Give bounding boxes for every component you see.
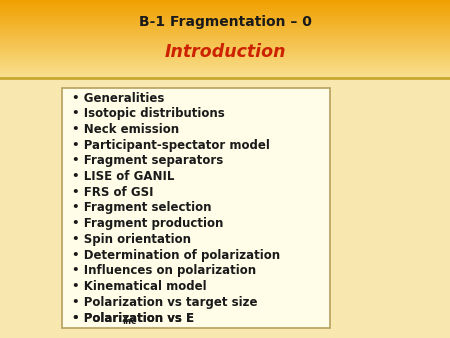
Text: • Fragment selection: • Fragment selection [72, 201, 211, 215]
Text: • Kinematical model: • Kinematical model [72, 280, 207, 293]
Text: • Fragment production: • Fragment production [72, 217, 223, 230]
Text: inc: inc [122, 317, 136, 326]
Text: B-1 Fragmentation – 0: B-1 Fragmentation – 0 [139, 15, 311, 29]
Text: Introduction: Introduction [164, 43, 286, 61]
Text: • Polarization vs E: • Polarization vs E [72, 312, 194, 324]
Text: • Generalities: • Generalities [72, 92, 164, 104]
Text: • Influences on polarization: • Influences on polarization [72, 264, 256, 277]
Text: • Neck emission: • Neck emission [72, 123, 179, 136]
Text: • FRS of GSI: • FRS of GSI [72, 186, 153, 199]
FancyBboxPatch shape [62, 88, 330, 328]
Text: • Polarization vs target size: • Polarization vs target size [72, 296, 257, 309]
Text: • Fragment separators: • Fragment separators [72, 154, 223, 167]
Text: • Participant-spectator model: • Participant-spectator model [72, 139, 270, 152]
Text: • Spin orientation: • Spin orientation [72, 233, 191, 246]
Text: • Isotopic distributions: • Isotopic distributions [72, 107, 225, 120]
Text: • Polarization vs E: • Polarization vs E [72, 312, 194, 324]
Text: • Determination of polarization: • Determination of polarization [72, 249, 280, 262]
Text: • LISE of GANIL: • LISE of GANIL [72, 170, 175, 183]
